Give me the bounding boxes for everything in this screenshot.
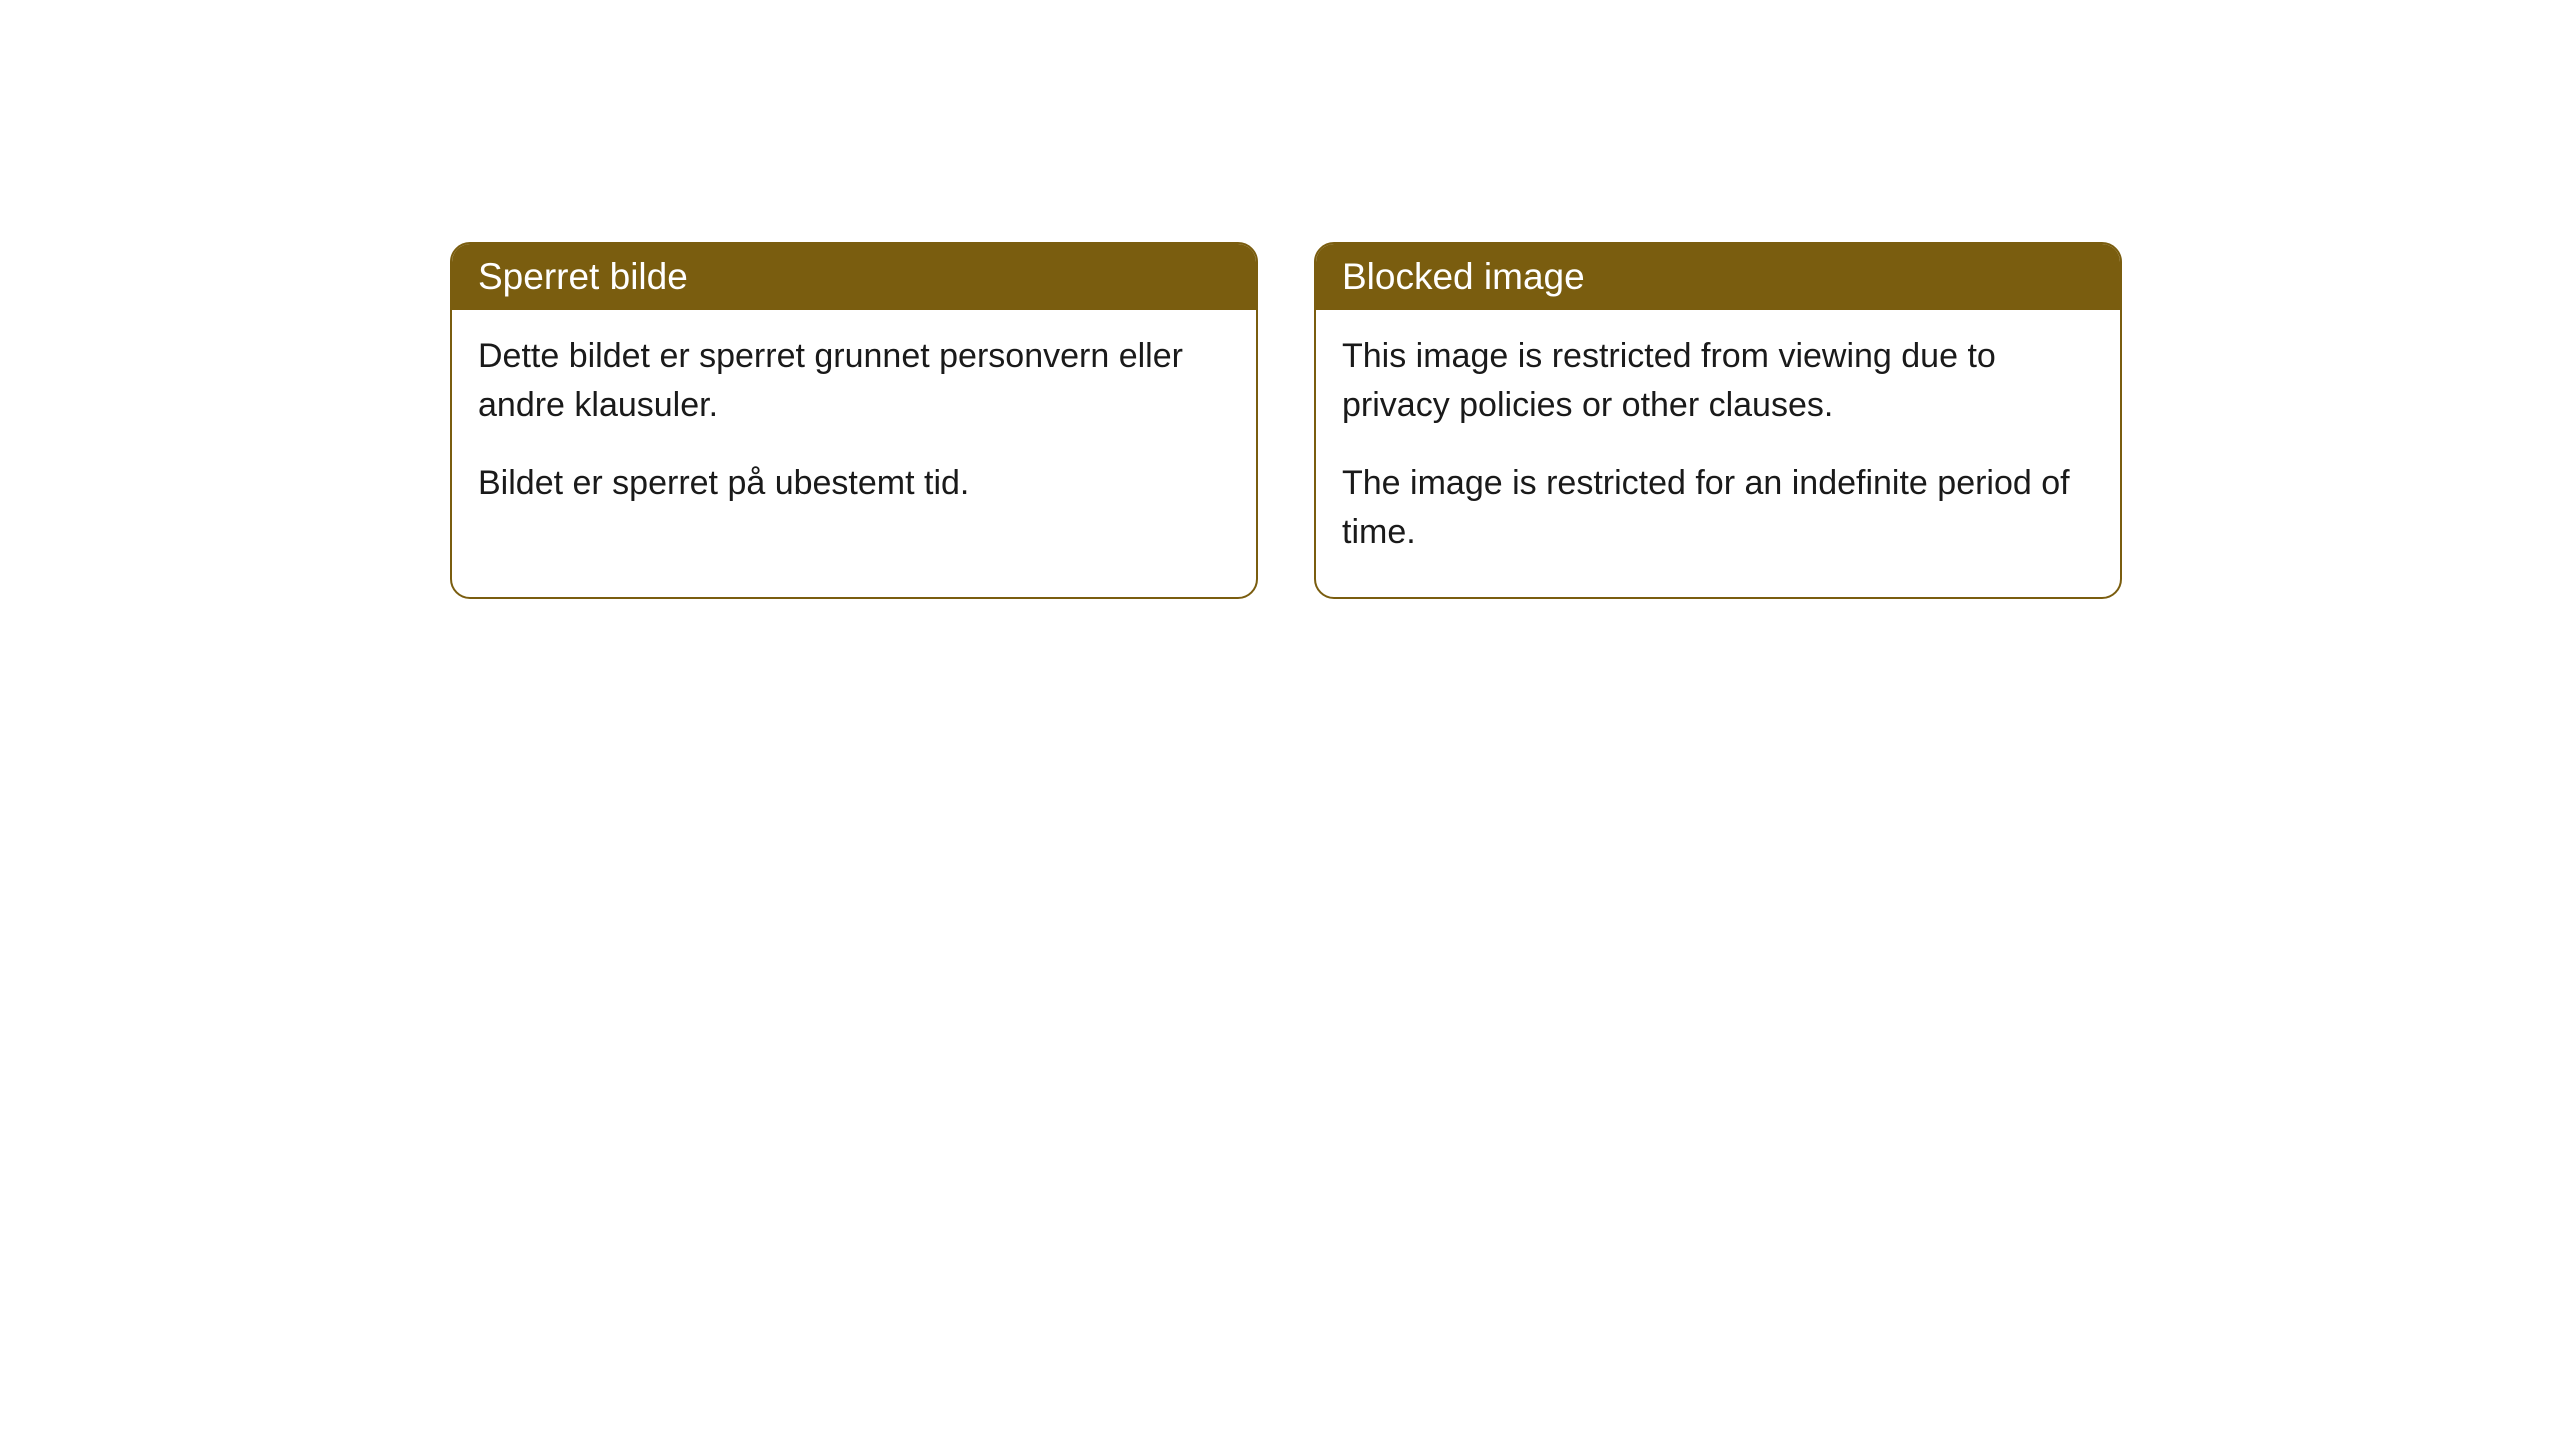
card-header-norwegian: Sperret bilde — [452, 244, 1256, 310]
card-paragraph: This image is restricted from viewing du… — [1342, 332, 2094, 431]
card-paragraph: The image is restricted for an indefinit… — [1342, 459, 2094, 558]
card-title: Blocked image — [1342, 256, 1585, 297]
card-body-english: This image is restricted from viewing du… — [1316, 310, 2120, 597]
card-paragraph: Dette bildet er sperret grunnet personve… — [478, 332, 1230, 431]
card-header-english: Blocked image — [1316, 244, 2120, 310]
card-paragraph: Bildet er sperret på ubestemt tid. — [478, 459, 1230, 508]
cards-container: Sperret bilde Dette bildet er sperret gr… — [450, 242, 2122, 599]
card-body-norwegian: Dette bildet er sperret grunnet personve… — [452, 310, 1256, 548]
card-norwegian: Sperret bilde Dette bildet er sperret gr… — [450, 242, 1258, 599]
card-english: Blocked image This image is restricted f… — [1314, 242, 2122, 599]
card-title: Sperret bilde — [478, 256, 688, 297]
